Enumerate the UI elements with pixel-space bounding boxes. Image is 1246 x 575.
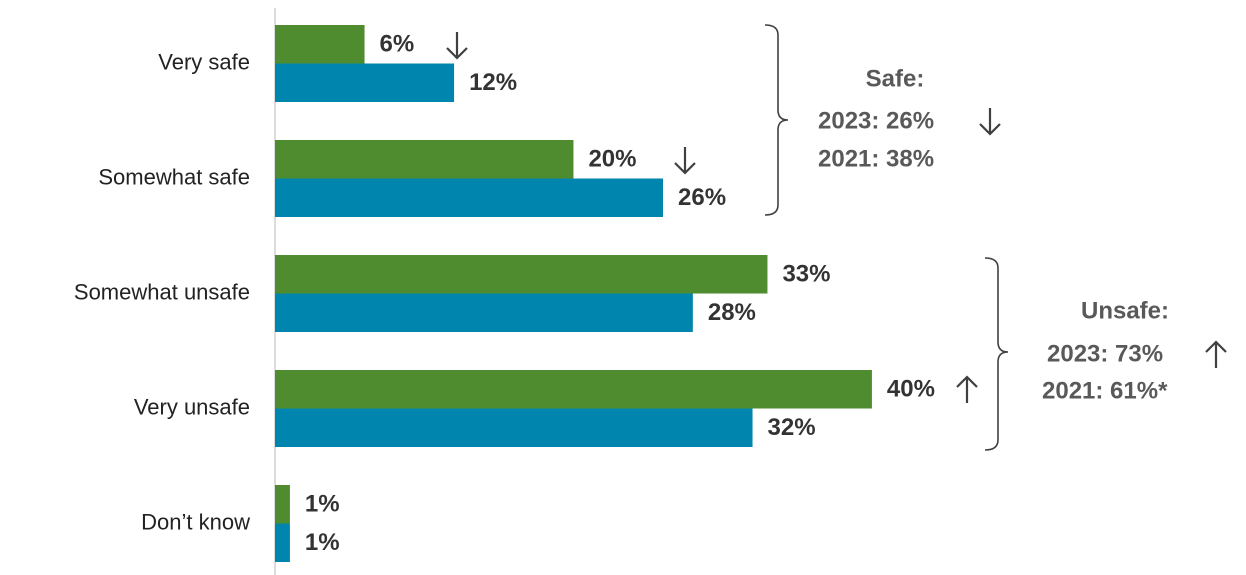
- value-label: 12%: [469, 69, 517, 96]
- value-label: 32%: [768, 414, 816, 441]
- bracket: [764, 24, 789, 216]
- value-label: 1%: [305, 491, 340, 518]
- bar: [275, 523, 290, 562]
- annotation: Safe:: [866, 65, 925, 92]
- bar: [275, 25, 365, 64]
- down-arrow: [674, 147, 696, 175]
- category-label: Somewhat safe: [98, 164, 250, 189]
- annotation: 2021: 38%: [818, 145, 934, 172]
- up-arrow: [956, 375, 978, 403]
- annotation: Unsafe:: [1081, 297, 1169, 324]
- up-arrow: [1205, 340, 1227, 368]
- category-label: Very safe: [158, 49, 250, 74]
- category-label: Somewhat unsafe: [74, 279, 250, 304]
- bar: [275, 255, 768, 294]
- bar: [275, 408, 753, 447]
- down-arrow: [979, 108, 1001, 136]
- bar: [275, 293, 693, 332]
- value-label: 33%: [782, 261, 830, 288]
- annotation: 2023: 73%: [1047, 340, 1163, 367]
- value-label: 6%: [380, 31, 415, 58]
- annotation: 2021: 61%*: [1042, 377, 1168, 404]
- category-label: Don’t know: [141, 509, 250, 534]
- value-label: 40%: [887, 376, 935, 403]
- category-label: Very unsafe: [134, 394, 250, 419]
- annotation: 2023: 26%: [818, 107, 934, 134]
- value-label: 28%: [708, 299, 756, 326]
- down-arrow: [446, 32, 468, 60]
- bar: [275, 485, 290, 524]
- bracket: [984, 257, 1009, 451]
- value-label: 20%: [588, 146, 636, 173]
- bar: [275, 63, 455, 102]
- value-label: 26%: [678, 184, 726, 211]
- bar: [275, 140, 574, 179]
- bar: [275, 370, 872, 409]
- value-label: 1%: [305, 529, 340, 556]
- bar: [275, 178, 663, 217]
